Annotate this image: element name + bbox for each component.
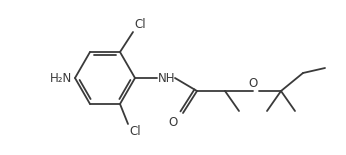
- Text: Cl: Cl: [134, 18, 146, 31]
- Text: O: O: [248, 77, 258, 90]
- Text: NH: NH: [158, 71, 175, 84]
- Text: O: O: [169, 116, 178, 129]
- Text: H₂N: H₂N: [50, 71, 72, 84]
- Text: Cl: Cl: [129, 125, 140, 138]
